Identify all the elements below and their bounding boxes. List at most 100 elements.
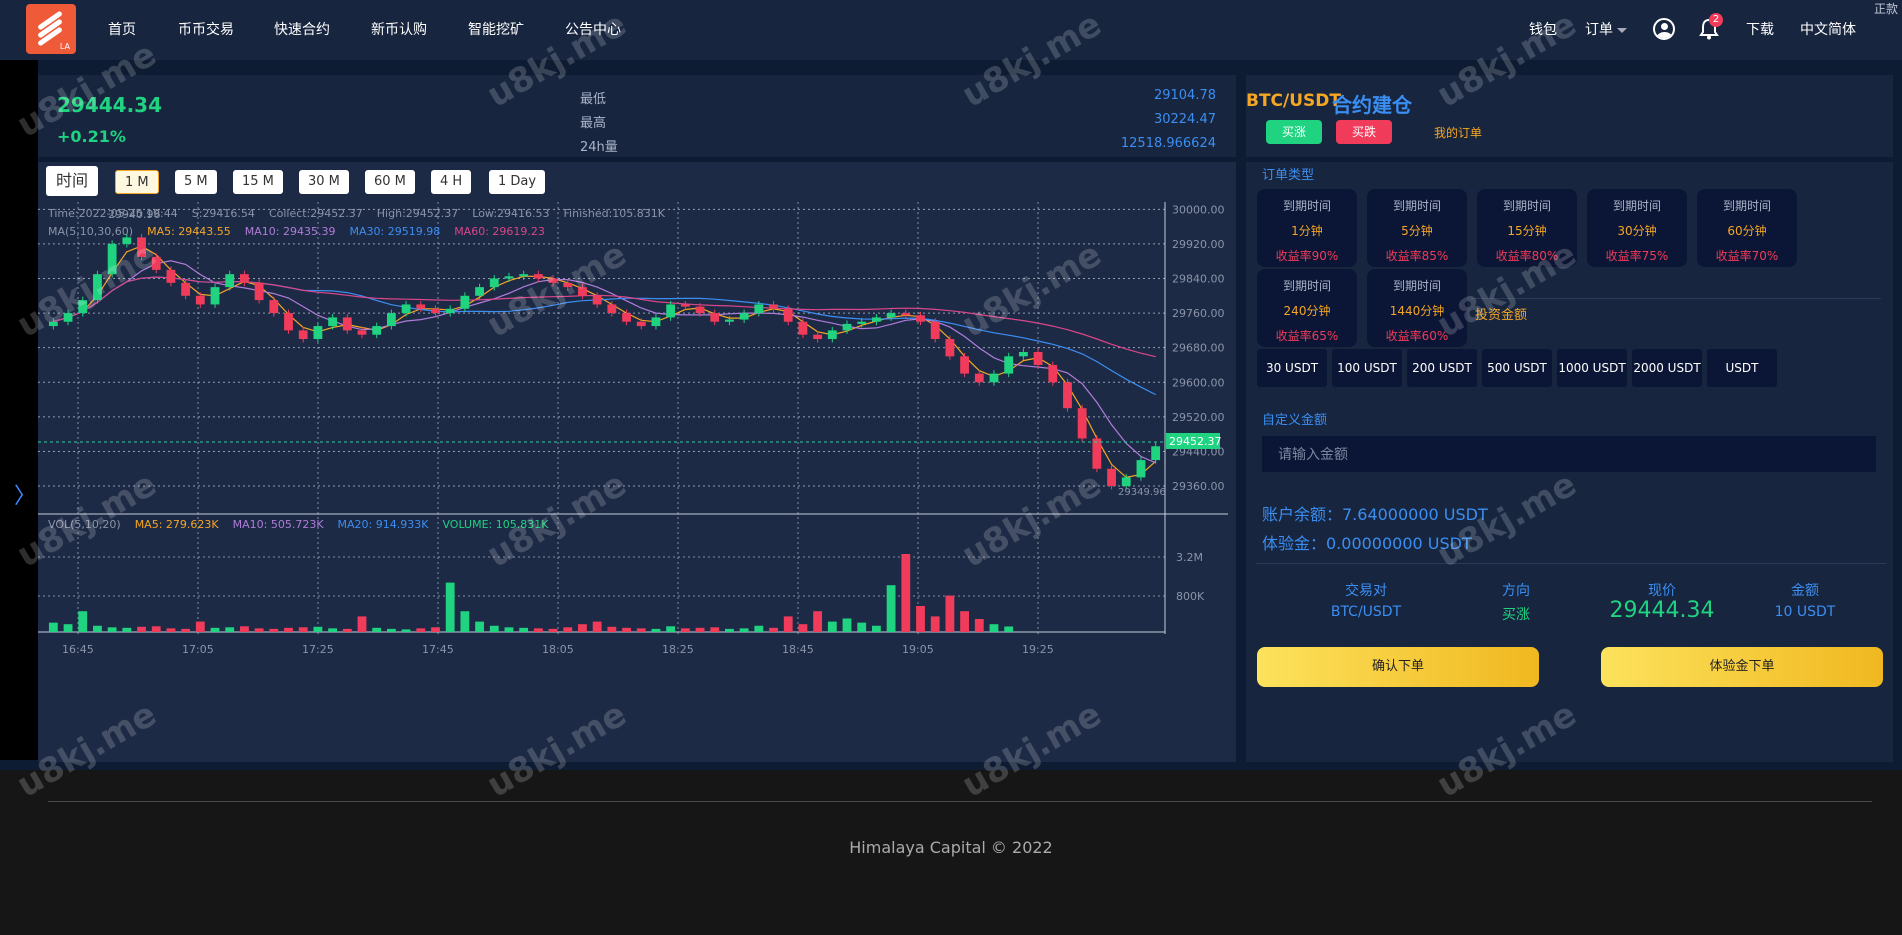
- candle: [871, 317, 881, 322]
- volume-bar: [489, 625, 499, 632]
- candle: [1018, 352, 1028, 357]
- candle: [945, 339, 955, 357]
- expand-arrow-icon[interactable]: 〉: [14, 484, 37, 509]
- volume-bar: [78, 611, 88, 632]
- x-tick-label: 17:05: [182, 643, 214, 656]
- candle: [1004, 356, 1014, 374]
- y-tick-label: 29680.00: [1172, 342, 1225, 355]
- expiry-option[interactable]: 到期时间 15分钟 收益率80%: [1477, 189, 1577, 267]
- amount-30[interactable]: 30 USDT: [1257, 349, 1327, 387]
- corner-text: 正款: [1873, 2, 1898, 16]
- confirm-order-button[interactable]: 确认下单: [1257, 647, 1539, 687]
- volume-bar: [783, 616, 793, 632]
- language-selector[interactable]: 中文简体: [1800, 22, 1856, 38]
- candlestick-chart[interactable]: 30000.00 29920.00 29840.00 29760.00 29680.00…: [38, 202, 1236, 762]
- volume-bar: [328, 628, 338, 632]
- summary-direction-header: 方向: [1502, 583, 1530, 599]
- candle: [63, 313, 73, 322]
- amount-200[interactable]: 200 USDT: [1407, 349, 1477, 387]
- volume-bar: [710, 627, 720, 632]
- vol-ma10-legend: MA10: 505.723K: [232, 518, 324, 531]
- tf-time[interactable]: 时间: [46, 166, 99, 196]
- trial-order-button[interactable]: 体验金下单: [1601, 647, 1883, 687]
- candle: [166, 269, 176, 283]
- buy-down-button[interactable]: 买跌: [1336, 120, 1392, 144]
- nav-mining[interactable]: 智能挖矿: [468, 22, 524, 38]
- tf-4h[interactable]: 4 H: [431, 170, 472, 194]
- nav-announcements[interactable]: 公告中心: [565, 22, 621, 38]
- candle: [48, 321, 58, 327]
- candle: [827, 330, 837, 340]
- volume-bar: [284, 627, 293, 632]
- user-icon[interactable]: [1653, 18, 1675, 40]
- amount-custom[interactable]: USDT: [1707, 349, 1777, 387]
- tf-1m[interactable]: 1 M: [115, 170, 159, 194]
- expiry-option[interactable]: 到期时间 5分钟 收益率85%: [1367, 189, 1467, 267]
- vol-ma5-legend: MA5: 279.623K: [134, 518, 219, 531]
- volume-bar: [533, 628, 543, 632]
- expiry-rate: 收益率70%: [1715, 249, 1779, 263]
- x-tick-label: 19:05: [902, 643, 934, 656]
- x-tick-label: 18:25: [662, 643, 694, 656]
- candle: [636, 321, 646, 327]
- nav-quick-contract[interactable]: 快速合约: [274, 22, 330, 38]
- ma-line: [53, 260, 1156, 464]
- min-marker: 29349.96: [1118, 487, 1166, 498]
- volume-bar: [269, 628, 279, 632]
- volume-bar: [739, 628, 749, 632]
- candle: [666, 304, 676, 318]
- candle: [695, 306, 705, 314]
- volume-bar: [871, 625, 881, 632]
- nav-spot-trading[interactable]: 币币交易: [178, 22, 234, 38]
- tf-5m[interactable]: 5 M: [175, 170, 217, 194]
- candle: [195, 295, 205, 305]
- vol-tick-label: 800K: [1176, 590, 1205, 603]
- volume-bar: [401, 629, 411, 632]
- expiry-rate: 收益率80%: [1495, 249, 1559, 263]
- candle: [754, 304, 764, 314]
- tf-1day[interactable]: 1 Day: [489, 170, 546, 194]
- tf-60m[interactable]: 60 M: [365, 170, 415, 194]
- expiry-rate: 收益率90%: [1275, 249, 1339, 263]
- expiry-option[interactable]: 到期时间 30分钟 收益率75%: [1587, 189, 1687, 267]
- expiry-rate: 收益率85%: [1385, 249, 1449, 263]
- volume-bar: [122, 627, 132, 632]
- volume-bar: [240, 626, 249, 632]
- expiry-option[interactable]: 到期时间 240分钟 收益率65%: [1257, 269, 1357, 347]
- nav-new-coin[interactable]: 新币认购: [371, 22, 427, 38]
- expiry-label: 到期时间: [1722, 199, 1771, 213]
- expiry-label: 到期时间: [1392, 279, 1441, 293]
- vol-label: VOL(5,10,20): [48, 518, 121, 531]
- expiry-option[interactable]: 到期时间 1440分钟 收益率60%: [1367, 269, 1467, 347]
- volume-bar: [578, 624, 587, 632]
- candle: [445, 308, 455, 314]
- orders-menu[interactable]: 订单: [1585, 19, 1627, 39]
- info-time: Time:2022-05-25 19:44: [48, 207, 178, 220]
- tf-30m[interactable]: 30 M: [299, 170, 349, 194]
- tf-15m[interactable]: 15 M: [233, 170, 283, 194]
- candle: [989, 373, 999, 383]
- candle: [225, 274, 235, 288]
- my-orders-link[interactable]: 我的订单: [1434, 126, 1483, 140]
- custom-amount-input[interactable]: [1262, 436, 1876, 472]
- volume-bar: [651, 628, 661, 632]
- summary-direction-value: 买涨: [1502, 607, 1530, 623]
- amount-1000[interactable]: 1000 USDT: [1557, 349, 1627, 387]
- expiry-option[interactable]: 到期时间 1分钟 收益率90%: [1257, 189, 1357, 267]
- nav-home[interactable]: 首页: [108, 22, 136, 38]
- candle: [725, 319, 734, 322]
- expiry-option[interactable]: 到期时间 60分钟 收益率70%: [1697, 189, 1797, 267]
- ma10-legend: MA10: 29435.39: [244, 225, 336, 238]
- buy-up-button[interactable]: 买涨: [1266, 120, 1322, 144]
- volume-bar: [254, 628, 264, 632]
- info-finished: Finished:105.831K: [563, 207, 666, 220]
- candle: [886, 313, 896, 318]
- amount-500[interactable]: 500 USDT: [1482, 349, 1552, 387]
- amount-100[interactable]: 100 USDT: [1332, 349, 1402, 387]
- logo[interactable]: LA: [26, 4, 76, 54]
- candle: [974, 373, 984, 383]
- amount-2000[interactable]: 2000 USDT: [1632, 349, 1702, 387]
- low-value: 29104.78: [1153, 88, 1216, 103]
- wallet-link[interactable]: 钱包: [1529, 22, 1557, 38]
- download-link[interactable]: 下载: [1746, 22, 1774, 38]
